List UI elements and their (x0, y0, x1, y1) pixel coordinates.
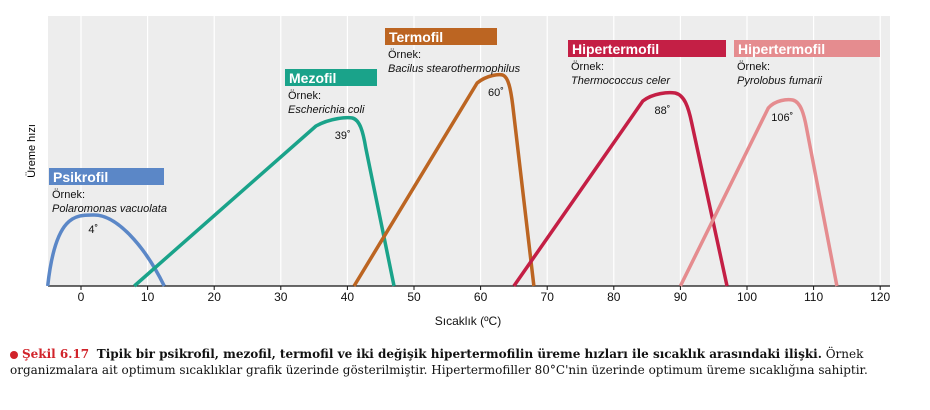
growth-curve (512, 90, 729, 288)
y-axis-label: Üreme hızı (26, 124, 38, 178)
x-tick-label: 40 (341, 290, 355, 304)
organism-group-name: Mezofil (289, 70, 336, 86)
x-tick-label: 20 (208, 290, 222, 304)
x-tick-label: 100 (737, 290, 757, 304)
example-organism: Bacilus stearothermophilus (388, 63, 521, 75)
x-tick-label: 90 (674, 290, 688, 304)
example-label: Örnek: (388, 49, 421, 61)
x-tick-label: 10 (141, 290, 155, 304)
example-label: Örnek: (52, 189, 85, 201)
growth-curves (45, 72, 839, 288)
peak-temperature-label: 4˚ (88, 224, 98, 236)
organism-tag (285, 69, 377, 86)
example-organism: Polaromonas vacuolata (52, 203, 167, 215)
example-label: Örnek: (288, 90, 321, 102)
x-tick-label: 110 (804, 290, 823, 304)
caption-title: Tipik bir psikrofil, mezofil, termofil v… (96, 347, 822, 361)
growth-curve (45, 213, 166, 287)
x-axis-label: Sıcaklık (ºC) (435, 314, 501, 328)
organism-tag (568, 40, 726, 57)
organism-group-name: Hipertermofil (738, 41, 825, 57)
x-tick-labels: 0 10 20 30 40 50 60 70 80 90 100 110 120 (78, 286, 891, 304)
example-label: Örnek: (737, 61, 770, 73)
organism-tag (385, 28, 497, 45)
peak-temperature-label: 39˚ (335, 130, 351, 142)
x-tick-label: 120 (870, 290, 890, 304)
example-organism: Pyrolobus fumarii (737, 75, 823, 87)
organism-group-name: Hipertermofil (572, 41, 659, 57)
organism-tag (734, 40, 880, 57)
organism-tag (49, 168, 164, 185)
growth-curve (133, 115, 396, 288)
organism-labels: 4˚ Psikrofil Örnek: Polaromonas vacuolata 39… (49, 28, 880, 236)
growth-curve (678, 97, 839, 287)
organism-group-name: Termofil (389, 29, 443, 45)
figure-number: Şekil 6.17 (22, 347, 90, 361)
example-label: Örnek: (571, 61, 604, 73)
x-tick-label: 60 (474, 290, 488, 304)
peak-temperature-label: 106˚ (771, 112, 793, 124)
caption-body: Örnek organizmalara ait optimum sıcaklık… (10, 347, 868, 377)
x-tick-label: 0 (78, 290, 85, 304)
x-tick-label: 80 (607, 290, 621, 304)
figure-caption: Şekil 6.17 Tipik bir psikrofil, mezofil,… (10, 346, 920, 378)
bullet-icon (10, 350, 18, 359)
x-tick-label: 70 (541, 290, 555, 304)
temperature-growth-chart: 0 10 20 30 40 50 60 70 80 90 100 110 120 Sıcaklık (º… (26, 16, 891, 328)
example-organism: Thermococcus celer (571, 75, 671, 87)
plot-background (48, 16, 890, 286)
organism-group-name: Psikrofil (53, 169, 108, 185)
growth-curve (352, 72, 536, 287)
x-tick-label: 30 (274, 290, 288, 304)
peak-temperature-label: 88˚ (654, 105, 670, 117)
example-organism: Escherichia coli (288, 104, 365, 116)
x-tick-label: 50 (407, 290, 421, 304)
peak-temperature-label: 60˚ (488, 87, 504, 99)
